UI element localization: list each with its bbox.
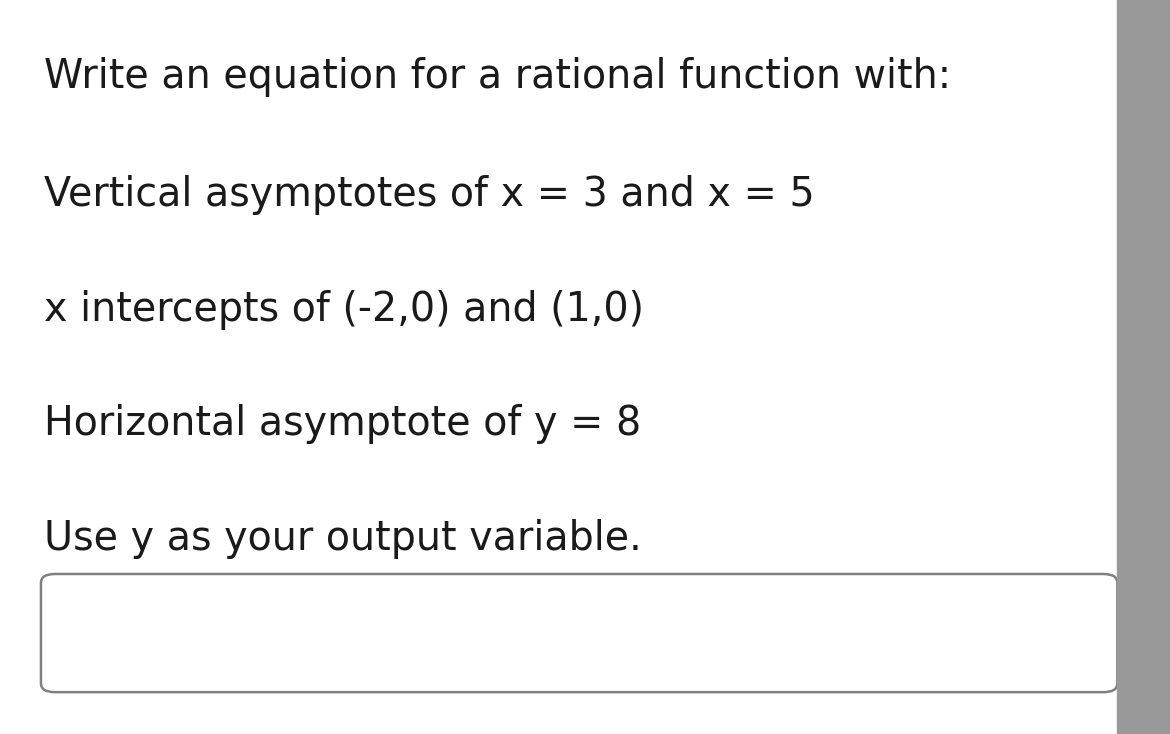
Text: Vertical asymptotes of x = 3 and x = 5: Vertical asymptotes of x = 3 and x = 5 xyxy=(44,175,815,214)
Text: Write an equation for a rational function with:: Write an equation for a rational functio… xyxy=(44,57,951,97)
FancyBboxPatch shape xyxy=(41,574,1117,692)
Bar xyxy=(1117,0,1170,734)
Text: Use y as your output variable.: Use y as your output variable. xyxy=(44,520,642,559)
Text: Horizontal asymptote of y = 8: Horizontal asymptote of y = 8 xyxy=(44,404,641,444)
Text: x intercepts of (-2,0) and (1,0): x intercepts of (-2,0) and (1,0) xyxy=(44,290,645,330)
